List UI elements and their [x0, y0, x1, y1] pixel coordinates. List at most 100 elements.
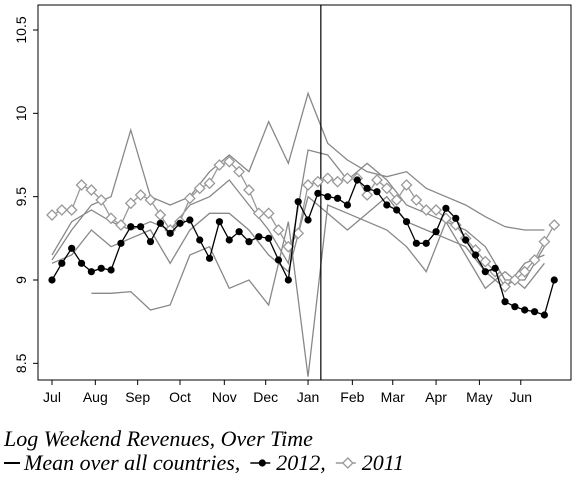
point: [550, 276, 558, 284]
y-tick-label: 8.5: [13, 353, 29, 373]
point: [501, 298, 509, 306]
point: [462, 236, 470, 244]
point: [521, 306, 529, 314]
point: [87, 268, 95, 276]
point: [371, 174, 383, 186]
point: [245, 238, 253, 246]
point: [272, 224, 285, 236]
y-tick-label: 10: [13, 105, 29, 121]
point: [400, 179, 413, 191]
point: [420, 204, 433, 216]
point: [75, 179, 88, 191]
point: [97, 264, 105, 272]
point: [183, 192, 196, 205]
point: [205, 254, 214, 262]
x-tick-label: Dec: [253, 389, 278, 405]
point: [95, 194, 108, 206]
series-line: [51, 160, 555, 288]
point: [58, 259, 66, 267]
point: [284, 276, 292, 284]
point: [481, 268, 489, 276]
point: [115, 219, 127, 231]
x-tick-label: Jan: [297, 389, 320, 405]
point: [193, 182, 206, 195]
point: [215, 218, 224, 226]
point: [363, 184, 371, 192]
point: [518, 265, 531, 278]
y-tick-label: 10.5: [13, 16, 29, 43]
x-tick-label: Feb: [340, 389, 364, 405]
point: [528, 254, 541, 266]
point: [127, 223, 135, 231]
point: [255, 233, 263, 241]
point: [361, 189, 374, 201]
point: [383, 201, 391, 209]
x-tick-label: Aug: [83, 389, 108, 405]
point: [124, 197, 137, 210]
y-tick-label: 9.5: [13, 187, 29, 207]
point: [213, 159, 226, 171]
point: [156, 219, 164, 227]
point: [390, 194, 403, 206]
legend-marker: [341, 457, 354, 469]
point: [176, 219, 184, 227]
point: [402, 218, 411, 226]
point: [274, 256, 283, 264]
country-line: [91, 204, 545, 377]
point: [452, 214, 460, 222]
point: [432, 228, 440, 236]
x-tick-label: Mar: [381, 389, 405, 405]
point: [107, 266, 115, 274]
point: [341, 172, 354, 185]
point: [203, 177, 216, 190]
x-tick-label: Jul: [43, 389, 61, 405]
point: [137, 223, 145, 231]
point: [65, 204, 78, 216]
point: [304, 216, 312, 224]
point: [373, 188, 381, 196]
point: [499, 280, 511, 293]
point: [511, 303, 519, 311]
point: [353, 176, 361, 184]
point: [314, 189, 322, 197]
x-tick-label: Apr: [425, 389, 447, 405]
x-tick-label: Oct: [169, 389, 191, 405]
point: [262, 207, 275, 220]
point: [225, 236, 233, 244]
point: [302, 179, 314, 191]
y-tick-label: 9: [13, 276, 29, 284]
legend-label: 2011: [362, 450, 404, 475]
legend-label: 2012,: [276, 450, 326, 475]
point: [333, 194, 342, 202]
point: [166, 229, 174, 237]
point: [393, 206, 401, 214]
x-tick-label: Sep: [125, 389, 150, 405]
point: [77, 259, 86, 267]
point: [548, 219, 561, 231]
point: [146, 238, 155, 246]
x-tick-label: Nov: [212, 389, 237, 405]
point: [430, 204, 442, 216]
point: [46, 209, 58, 221]
point: [412, 239, 420, 247]
point: [105, 212, 117, 225]
point: [321, 172, 334, 185]
point: [48, 276, 56, 284]
point: [380, 182, 393, 195]
point: [331, 175, 344, 188]
point: [311, 175, 324, 188]
point: [508, 274, 521, 286]
point: [134, 189, 147, 201]
legend-marker: [258, 459, 266, 467]
point: [243, 184, 255, 196]
point: [479, 255, 492, 268]
point: [68, 244, 76, 252]
point: [235, 228, 243, 236]
point: [252, 207, 265, 220]
point: [144, 194, 157, 206]
series-line: [51, 178, 555, 316]
point: [233, 165, 246, 178]
point: [186, 216, 194, 224]
plot-frame: [37, 4, 572, 381]
